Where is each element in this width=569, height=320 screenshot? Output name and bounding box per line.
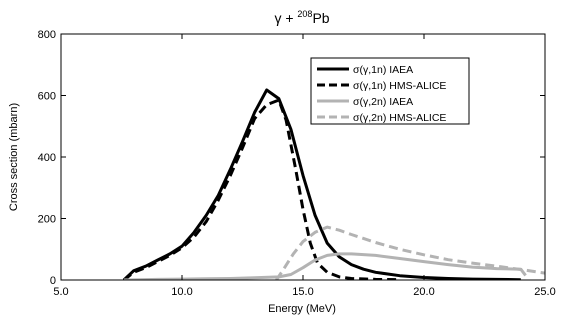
axes-layer: 5.0 10.0 15.0 20.0 25.0 0 200 400 600 800 [38, 29, 556, 298]
x-tick-label: 25.0 [534, 286, 555, 298]
series-layer [122, 88, 545, 280]
x-tick-label: 10.0 [171, 286, 192, 298]
y-tick-label: 800 [38, 29, 56, 41]
chart-title-suffix: Pb [312, 10, 329, 26]
series-line-4 [275, 225, 545, 280]
chart-title: γ + 208Pb [274, 9, 329, 26]
series-line-3 [123, 252, 527, 280]
x-tick-label: 5.0 [53, 286, 68, 298]
x-tick-label: 20.0 [413, 286, 434, 298]
legend-label-2: σ(γ,1n) HMS-ALICE [353, 80, 446, 92]
x-tick-label: 15.0 [292, 286, 313, 298]
legend: σ(γ,1n) IAEA σ(γ,1n) HMS-ALICE σ(γ,2n) IAE… [310, 57, 470, 125]
legend-label-1: σ(γ,1n) IAEA [353, 64, 413, 76]
series-line-2 [122, 98, 400, 280]
x-axis-label: Energy (MeV) [268, 303, 336, 315]
y-tick-label: 200 [38, 214, 56, 226]
chart-title-superscript: 208 [297, 9, 312, 19]
chart-title-prefix: γ + [274, 10, 297, 26]
y-tick-label: 0 [50, 275, 56, 287]
legend-label-4: σ(γ,2n) HMS-ALICE [353, 112, 446, 124]
y-axis-label: Cross section (mbarn) [8, 103, 20, 211]
legend-label-3: σ(γ,2n) IAEA [353, 96, 413, 108]
y-tick-label: 400 [38, 152, 56, 164]
y-tick-label: 600 [38, 91, 56, 103]
